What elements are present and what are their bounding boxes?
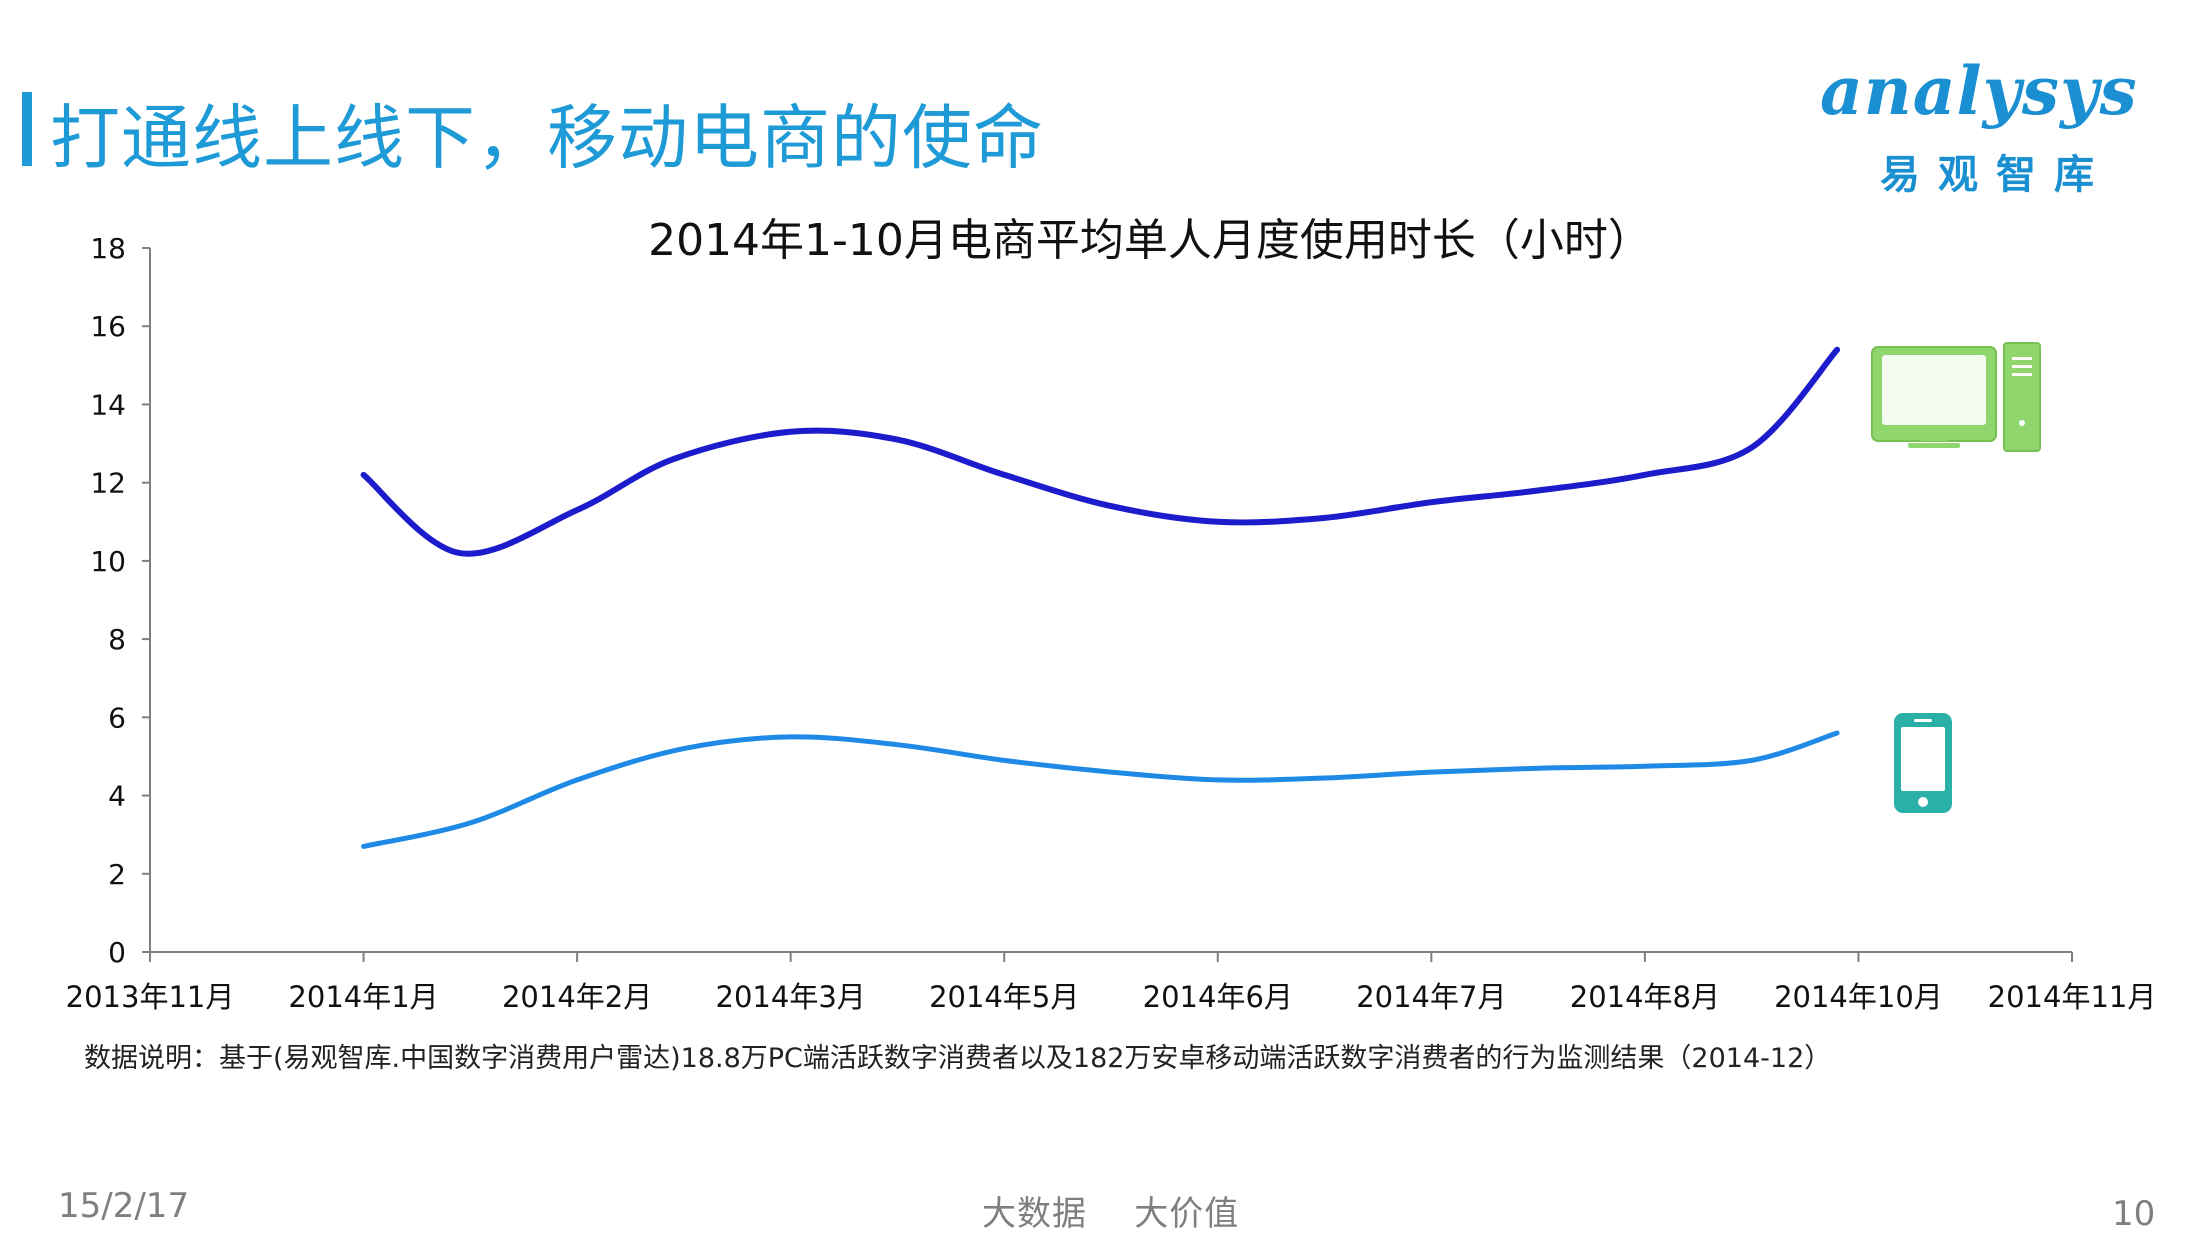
logo-wordmark: analysys — [1820, 52, 2138, 130]
logo-subtitle: 易观智库 — [1880, 152, 2112, 198]
y-tick-label: 10 — [90, 545, 126, 578]
page-title: 打通线上线下，移动电商的使命 — [50, 97, 1044, 179]
pc-usage-line — [360, 346, 1841, 557]
x-tick-label: 2014年7月 — [1356, 980, 1506, 1014]
x-tick-label: 2014年2月 — [502, 980, 652, 1014]
footer-slogan: 大数据 大价值 — [982, 1194, 1240, 1234]
x-tick-label: 2014年11月 — [1988, 980, 2157, 1014]
data-source-note: 数据说明：基于(易观智库.中国数字消费用户雷达)18.8万PC端活跃数字消费者以… — [84, 1043, 1832, 1074]
y-tick-label: 12 — [90, 467, 126, 500]
x-tick-label: 2014年1月 — [288, 980, 438, 1014]
x-tick-label: 2014年5月 — [929, 980, 1079, 1014]
desktop-computer-icon — [1871, 342, 2041, 452]
y-tick-label: 16 — [90, 310, 126, 343]
x-tick-label: 2014年3月 — [716, 980, 866, 1014]
smartphone-icon — [1894, 713, 1952, 813]
x-tick-label: 2013年11月 — [66, 980, 235, 1014]
y-tick-label: 4 — [108, 780, 126, 813]
y-tick-label: 0 — [108, 936, 126, 969]
chart-axes: 0 2 4 6 8 10 12 14 16 18 2013年11月 2014年1月 2014年2月 201… — [66, 232, 2157, 1014]
y-tick-label: 2 — [108, 858, 126, 891]
footer-date: 15/2/17 — [58, 1186, 190, 1226]
mobile-usage-line — [361, 730, 1840, 849]
chart-title: 2014年1-10月电商平均单人月度使用时长（小时） — [648, 215, 1652, 266]
x-tick-label: 2014年6月 — [1143, 980, 1293, 1014]
chart-series — [360, 346, 1841, 849]
y-tick-label: 8 — [108, 623, 126, 656]
analysys-logo: analysys 易观智库 — [1820, 52, 2150, 198]
page-number: 10 — [2112, 1194, 2156, 1234]
x-tick-label: 2014年10月 — [1774, 980, 1943, 1014]
y-tick-label: 14 — [90, 388, 126, 421]
y-tick-label: 18 — [90, 232, 126, 265]
title-accent-bar — [22, 92, 32, 166]
x-tick-label: 2014年8月 — [1570, 980, 1720, 1014]
y-tick-label: 6 — [108, 701, 126, 734]
